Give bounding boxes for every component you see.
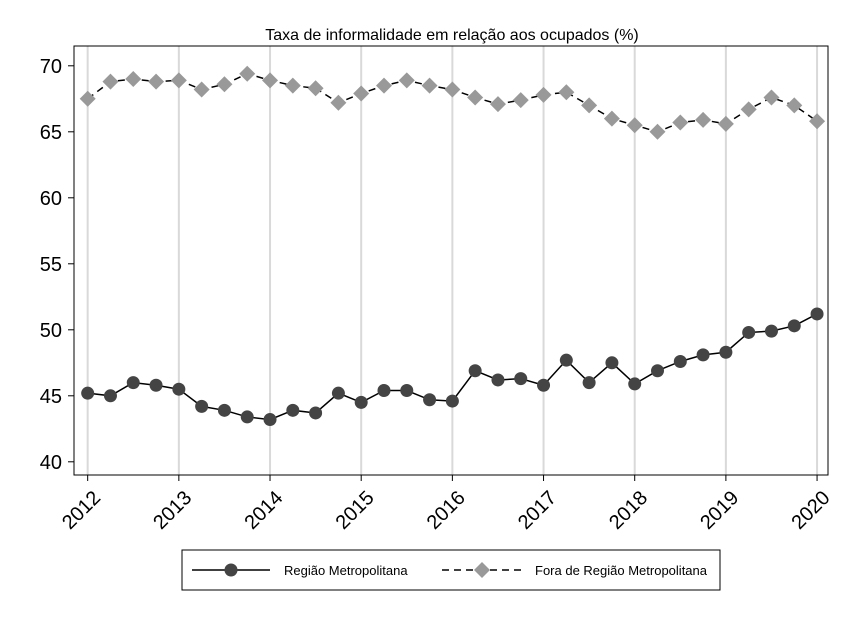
series-1-point-11 xyxy=(331,386,345,400)
x-tick-label-2016: 2016 xyxy=(423,487,470,534)
series-1-point-16 xyxy=(445,394,459,408)
series-1-point-17 xyxy=(468,364,482,378)
series-1-point-31 xyxy=(787,319,801,333)
series-2 xyxy=(79,65,826,140)
series-1-point-8 xyxy=(263,413,277,427)
series-1-point-28 xyxy=(719,345,733,359)
series-1-point-32 xyxy=(810,307,824,321)
series-2-point-8 xyxy=(262,72,279,89)
y-tick-label-65: 65 xyxy=(40,122,62,144)
series-2-point-16 xyxy=(444,81,461,98)
y-tick-label-70: 70 xyxy=(40,56,62,78)
series-1 xyxy=(81,307,824,427)
series-2-point-10 xyxy=(307,80,324,97)
series-2-point-21 xyxy=(558,84,575,101)
series-2-point-32 xyxy=(809,113,826,130)
series-2-point-18 xyxy=(489,96,506,113)
chart-title: Taxa de informalidade em relação aos ocu… xyxy=(265,27,639,44)
legend-box xyxy=(181,549,721,591)
series-1-point-9 xyxy=(286,403,300,417)
series-2-point-19 xyxy=(512,92,529,109)
x-tick-label-2020: 2020 xyxy=(787,487,834,534)
series-1-point-22 xyxy=(582,376,596,390)
series-layer xyxy=(79,65,826,427)
series-2-point-9 xyxy=(284,77,301,94)
series-2-point-29 xyxy=(740,101,757,118)
series-2-point-20 xyxy=(535,86,552,103)
series-1-point-20 xyxy=(537,378,551,392)
legend: Região Metropolitana Fora de Região Metro… xyxy=(181,549,721,591)
series-1-point-26 xyxy=(673,354,687,368)
series-1-point-2 xyxy=(126,376,140,390)
series-1-point-15 xyxy=(423,393,437,407)
series-2-point-15 xyxy=(421,77,438,94)
series-2-point-5 xyxy=(193,81,210,98)
y-tick-label-60: 60 xyxy=(40,188,62,210)
series-1-point-5 xyxy=(195,399,209,413)
series-2-point-30 xyxy=(763,89,780,106)
x-tick-label-2019: 2019 xyxy=(696,487,743,534)
y-tick-label-55: 55 xyxy=(40,254,62,276)
series-1-point-27 xyxy=(696,348,710,362)
legend-label-1: Região Metropolitana xyxy=(284,563,408,578)
series-1-point-13 xyxy=(377,384,391,398)
series-2-point-3 xyxy=(148,73,165,90)
series-2-point-0 xyxy=(79,90,96,107)
series-2-point-22 xyxy=(581,97,598,114)
series-2-point-25 xyxy=(649,123,666,140)
series-2-point-31 xyxy=(786,97,803,114)
y-axis: 40 45 50 55 60 65 70 xyxy=(40,56,74,474)
series-1-point-3 xyxy=(149,378,163,392)
x-tick-label-2014: 2014 xyxy=(240,487,287,534)
plot-frame xyxy=(73,45,829,476)
series-1-point-18 xyxy=(491,373,505,387)
x-tick-label-2013: 2013 xyxy=(149,487,196,534)
series-1-point-19 xyxy=(514,372,528,386)
x-tick-label-2017: 2017 xyxy=(514,487,561,534)
series-1-point-21 xyxy=(559,353,573,367)
series-2-point-27 xyxy=(695,111,712,128)
series-1-point-12 xyxy=(354,395,368,409)
series-2-point-12 xyxy=(353,85,370,102)
series-2-point-26 xyxy=(672,114,689,131)
series-2-point-17 xyxy=(467,89,484,106)
series-2-point-7 xyxy=(239,65,256,82)
y-tick-label-40: 40 xyxy=(40,452,62,474)
series-2-point-4 xyxy=(170,72,187,89)
series-1-point-30 xyxy=(764,324,778,338)
series-1-point-24 xyxy=(628,377,642,391)
series-1-point-6 xyxy=(217,403,231,417)
series-1-point-25 xyxy=(651,364,665,378)
series-2-point-2 xyxy=(125,71,142,87)
series-2-point-24 xyxy=(626,117,643,134)
series-1-point-4 xyxy=(172,382,186,396)
x-tick-label-2012: 2012 xyxy=(58,487,105,534)
legend-marker-2 xyxy=(474,562,490,578)
y-tick-label-50: 50 xyxy=(40,320,62,342)
series-2-point-23 xyxy=(603,110,620,127)
series-2-point-14 xyxy=(398,72,415,89)
x-tick-label-2015: 2015 xyxy=(332,487,379,534)
series-2-point-11 xyxy=(330,94,347,111)
y-tick-label-45: 45 xyxy=(40,386,62,408)
series-1-point-29 xyxy=(742,325,756,339)
x-axis: 2012 2013 2014 2015 2016 2017 2018 2019 2020 xyxy=(58,475,834,534)
x-tick-label-2018: 2018 xyxy=(605,487,652,534)
series-1-point-0 xyxy=(81,386,95,400)
legend-marker-1 xyxy=(224,563,238,577)
legend-label-2: Fora de Região Metropolitana xyxy=(535,563,708,578)
series-2-point-1 xyxy=(102,73,119,90)
series-1-point-7 xyxy=(240,410,254,424)
series-1-point-23 xyxy=(605,356,619,370)
series-1-point-10 xyxy=(309,406,323,420)
series-2-point-28 xyxy=(717,115,734,132)
series-2-point-6 xyxy=(216,76,233,93)
series-1-point-1 xyxy=(103,389,117,403)
series-2-point-13 xyxy=(375,77,392,94)
series-1-point-14 xyxy=(400,384,414,398)
